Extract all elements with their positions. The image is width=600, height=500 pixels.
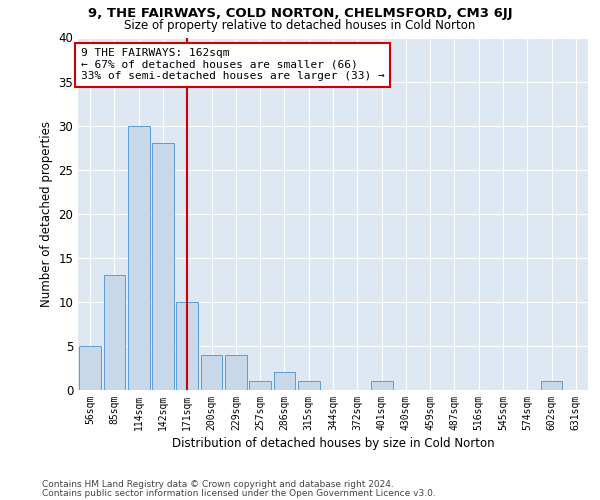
Bar <box>176 302 198 390</box>
Bar <box>225 355 247 390</box>
Bar <box>274 372 295 390</box>
Text: Contains public sector information licensed under the Open Government Licence v3: Contains public sector information licen… <box>42 489 436 498</box>
Bar <box>371 381 392 390</box>
X-axis label: Distribution of detached houses by size in Cold Norton: Distribution of detached houses by size … <box>172 437 494 450</box>
Bar <box>128 126 149 390</box>
Bar <box>200 355 223 390</box>
Bar <box>298 381 320 390</box>
Y-axis label: Number of detached properties: Number of detached properties <box>40 120 53 306</box>
Bar <box>249 381 271 390</box>
Text: Contains HM Land Registry data © Crown copyright and database right 2024.: Contains HM Land Registry data © Crown c… <box>42 480 394 489</box>
Bar <box>104 276 125 390</box>
Bar <box>152 143 174 390</box>
Bar <box>79 346 101 390</box>
Text: Size of property relative to detached houses in Cold Norton: Size of property relative to detached ho… <box>124 18 476 32</box>
Text: 9 THE FAIRWAYS: 162sqm
← 67% of detached houses are smaller (66)
33% of semi-det: 9 THE FAIRWAYS: 162sqm ← 67% of detached… <box>80 48 385 82</box>
Text: 9, THE FAIRWAYS, COLD NORTON, CHELMSFORD, CM3 6JJ: 9, THE FAIRWAYS, COLD NORTON, CHELMSFORD… <box>88 8 512 20</box>
Bar <box>541 381 562 390</box>
